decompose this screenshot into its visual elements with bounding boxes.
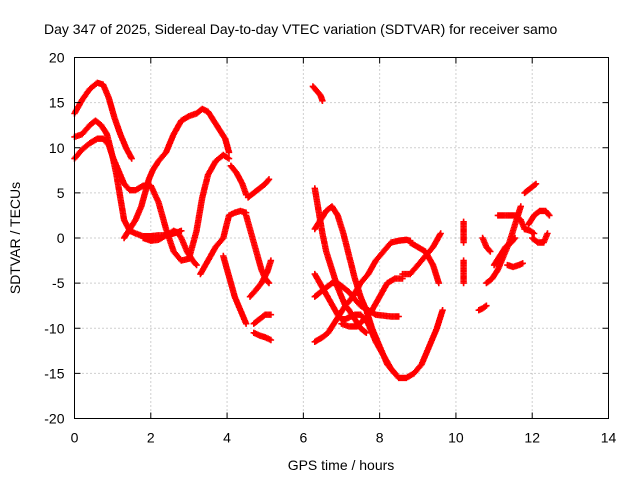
y-tick-label: 10 — [49, 140, 65, 156]
x-tick-label: 2 — [147, 430, 155, 446]
data-point — [264, 278, 272, 286]
data-point — [482, 303, 489, 310]
data-point — [242, 320, 250, 327]
y-tick-label: -15 — [44, 365, 64, 381]
x-tick-label: 4 — [223, 430, 231, 446]
data-point — [532, 180, 540, 188]
data-point — [519, 260, 526, 267]
data-point — [517, 203, 524, 210]
data-point — [128, 155, 135, 162]
data-point — [225, 149, 233, 156]
data-point — [545, 211, 552, 218]
data-point — [192, 260, 199, 268]
data-point — [265, 176, 273, 183]
data-point — [361, 328, 369, 336]
data-point — [225, 155, 233, 162]
y-tick-label: 15 — [49, 95, 65, 111]
data-point — [439, 307, 446, 314]
y-tick-label: -5 — [52, 275, 65, 291]
x-tick-label: 10 — [448, 430, 464, 446]
chart-title: Day 347 of 2025, Sidereal Day-to-day VTE… — [44, 21, 557, 37]
data-point — [544, 230, 551, 237]
x-axis-ticks: 0 2 4 6 8 10 12 14 — [71, 57, 617, 446]
data-point — [483, 302, 490, 309]
data-point — [546, 212, 553, 219]
data-point — [531, 181, 539, 188]
x-axis-label: GPS time / hours — [288, 457, 395, 473]
data-point — [460, 239, 467, 246]
data-point — [487, 248, 494, 255]
data-point — [265, 279, 273, 287]
data-point — [437, 230, 444, 237]
data-point — [319, 97, 326, 104]
data-point — [435, 279, 442, 287]
data-marks — [71, 79, 553, 382]
x-tick-label: 14 — [601, 430, 617, 446]
y-tick-label: -10 — [44, 320, 64, 336]
data-point — [529, 229, 536, 236]
data-point — [267, 257, 275, 264]
data-point — [363, 329, 370, 336]
x-tick-label: 12 — [524, 430, 540, 446]
data-point — [264, 177, 272, 184]
x-tick-label: 0 — [71, 430, 79, 446]
data-point — [510, 235, 518, 243]
y-tick-label: -20 — [44, 411, 64, 427]
y-tick-label: 5 — [57, 185, 65, 201]
data-point — [511, 234, 519, 242]
data-point — [193, 261, 200, 269]
data-point — [267, 311, 275, 318]
data-point — [395, 313, 402, 320]
data-point — [436, 231, 444, 238]
x-tick-label: 8 — [376, 430, 384, 446]
data-point — [530, 230, 538, 237]
data-point — [267, 336, 275, 344]
y-tick-label: 20 — [49, 50, 65, 66]
data-point — [460, 279, 467, 287]
x-tick-label: 6 — [299, 430, 307, 446]
y-axis-label: SDTVAR / TECUs — [7, 182, 23, 294]
y-tick-label: 0 — [57, 230, 65, 246]
data-point — [486, 247, 493, 254]
y-axis-ticks: -20 -15 -10 -5 0 5 10 15 20 — [44, 50, 609, 427]
